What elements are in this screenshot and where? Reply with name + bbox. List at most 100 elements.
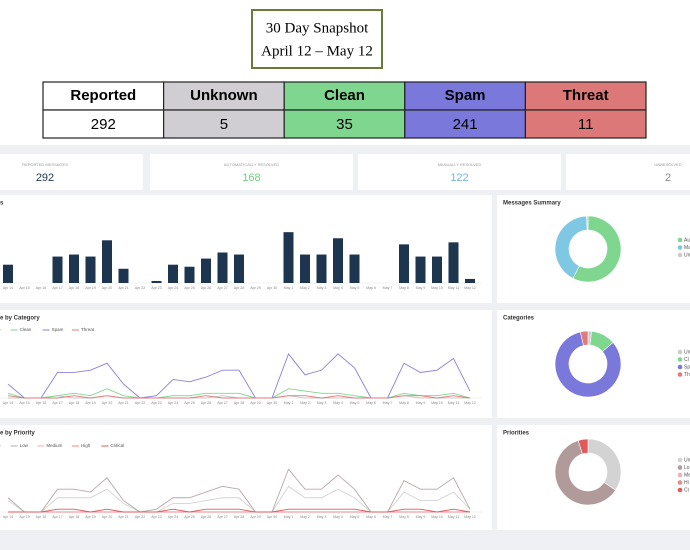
bar: [102, 240, 112, 283]
table-value: 35: [336, 116, 353, 133]
x-tick-label: May 3: [317, 401, 327, 405]
x-tick-label: Apr 26: [201, 401, 212, 405]
bar: [448, 242, 459, 283]
x-tick-label: May 5: [350, 515, 360, 519]
x-tick-label: Apr 30: [267, 286, 278, 290]
table-value: 292: [91, 116, 116, 133]
x-tick-label: Apr 25: [184, 401, 195, 405]
x-tick-label: May 9: [416, 401, 426, 405]
chart-title: e by Category: [0, 316, 40, 322]
x-tick-label: Apr 26: [201, 286, 212, 290]
header-title: 30 Day Snapshot: [266, 20, 369, 36]
legend-label: Au: [684, 237, 690, 243]
table-value-cell: [163, 109, 285, 139]
table-header-cell: [404, 81, 526, 111]
bar: [201, 258, 211, 283]
legend-dot: [677, 472, 683, 478]
stat-card: [566, 154, 690, 190]
x-tick-label: May 8: [399, 401, 409, 405]
bar: [118, 268, 129, 283]
legend-dot: [677, 364, 683, 370]
x-tick-label: Apr 23: [151, 515, 162, 519]
series-line: [7, 468, 471, 513]
x-tick-label: May 4: [333, 401, 343, 405]
panel: [497, 310, 690, 418]
bar: [349, 254, 360, 283]
legend-dot: [677, 480, 683, 485]
x-tick-label: Apr 20: [102, 515, 113, 519]
chart-title: Messages Summary: [503, 201, 561, 207]
stat-value: 122: [450, 172, 468, 184]
legend-dot: [677, 487, 683, 493]
x-tick-label: May 9: [416, 286, 426, 290]
x-tick-label: Apr 22: [135, 401, 146, 405]
donut-slice: [572, 215, 622, 283]
donut-slice: [577, 438, 589, 455]
x-tick-label: May 9: [416, 515, 426, 519]
bar: [432, 256, 442, 283]
x-tick-label: Apr 25: [184, 515, 195, 519]
x-tick-label: May 11: [448, 286, 460, 290]
panel: [497, 195, 690, 303]
table-value: 11: [578, 116, 594, 133]
stat-label: REPORTED MESSAGES: [22, 162, 68, 167]
x-tick-label: Apr 27: [217, 515, 228, 519]
x-tick-label: Apr 14: [3, 401, 14, 405]
legend-label: Cr: [684, 487, 690, 493]
bar: [283, 232, 294, 283]
legend-label: Spam: [52, 327, 64, 332]
stat-value: 292: [36, 172, 54, 184]
x-tick-label: May 1: [284, 286, 294, 290]
table-header: Unknown: [190, 87, 258, 104]
bar: [69, 254, 79, 283]
legend-label: Th: [684, 372, 690, 378]
x-tick-label: Apr 28: [234, 515, 245, 519]
x-tick-label: May 8: [399, 286, 409, 290]
x-tick-label: Apr 22: [135, 515, 146, 519]
x-tick-label: Apr 27: [217, 286, 228, 290]
header-subtitle: April 12 – May 12: [261, 43, 373, 59]
x-tick-label: Apr 29: [250, 286, 261, 290]
legend-label: Ma: [684, 245, 690, 251]
x-tick-label: May 7: [383, 401, 393, 405]
table-value-cell: [404, 109, 526, 139]
legend-label: e: [0, 443, 1, 448]
legend-dot: [677, 237, 683, 243]
x-tick-label: May 10: [431, 515, 443, 519]
donut-slice: [586, 215, 589, 231]
x-tick-label: May 12: [464, 515, 476, 519]
legend-label: Hi: [684, 480, 689, 486]
x-tick-label: Apr 20: [102, 286, 113, 290]
x-tick-label: May 7: [383, 286, 393, 290]
x-tick-label: May 1: [284, 515, 294, 519]
bar: [399, 244, 409, 283]
stat-card: [0, 154, 143, 190]
series-line: [8, 508, 471, 513]
panel: [0, 195, 492, 303]
legend-label: Low: [20, 443, 29, 448]
legend-label: Un: [684, 457, 690, 463]
x-tick-label: May 4: [333, 286, 343, 290]
x-tick-label: Apr 28: [234, 401, 245, 405]
x-tick-label: Apr 21: [118, 515, 129, 519]
x-tick-label: Apr 16: [36, 401, 47, 405]
x-tick-label: Apr 29: [250, 401, 261, 405]
x-tick-label: Apr 17: [52, 401, 63, 405]
stat-card: [150, 154, 353, 190]
series-line: [7, 395, 471, 399]
x-tick-label: Apr 24: [168, 286, 179, 290]
x-tick-label: Apr 21: [118, 401, 129, 405]
x-tick-label: May 6: [366, 401, 376, 405]
bar: [85, 256, 96, 283]
x-tick-label: May 10: [431, 286, 443, 290]
legend-label: Un: [684, 349, 690, 355]
x-tick-label: Apr 19: [85, 286, 96, 290]
table-value: 5: [220, 116, 228, 133]
table-header: Reported: [70, 87, 136, 104]
legend-dot: [677, 465, 683, 470]
stat-value: 168: [242, 172, 260, 184]
x-tick-label: Apr 21: [118, 286, 129, 290]
x-tick-label: Apr 24: [168, 515, 179, 519]
x-tick-label: Apr 17: [52, 515, 63, 519]
x-tick-label: Apr 19: [85, 401, 96, 405]
